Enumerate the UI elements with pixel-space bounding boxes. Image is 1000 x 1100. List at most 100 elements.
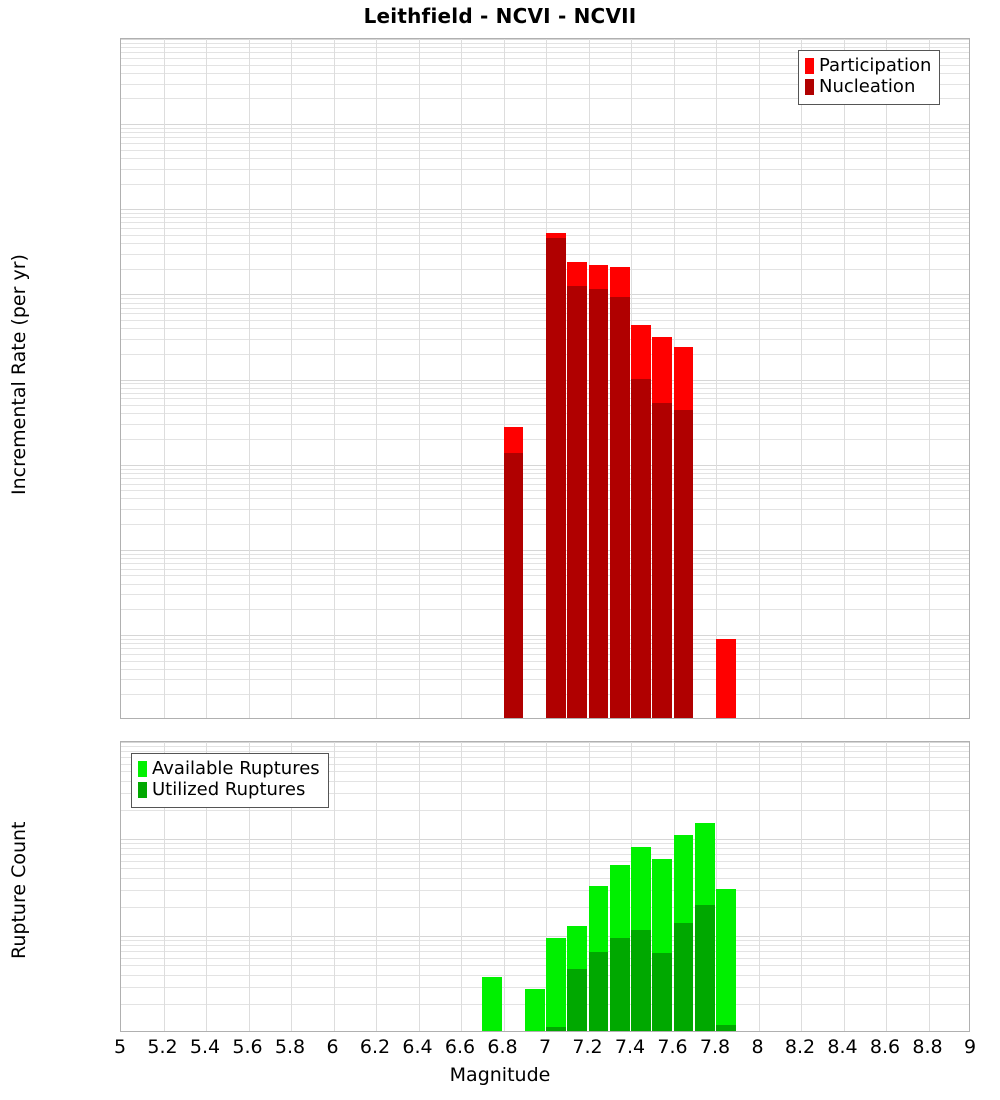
nucleation-bar	[631, 379, 651, 718]
gridline-minor	[121, 57, 969, 59]
gridline-minor	[121, 483, 969, 485]
gridline-minor	[121, 848, 969, 850]
gridline-vertical	[461, 742, 462, 1031]
top-gridlines	[121, 39, 969, 718]
gridline-vertical	[333, 39, 335, 718]
gridline-minor	[121, 72, 969, 74]
utilized-ruptures-bar	[546, 1026, 566, 1031]
gridline-minor	[121, 668, 969, 670]
gridline-minor	[121, 694, 969, 696]
figure-title: Leithfield - NCVI - NCVII	[363, 4, 637, 28]
x-tick-label: 5.4	[189, 1036, 221, 1058]
gridline-minor	[121, 854, 969, 856]
gridline-vertical	[546, 742, 547, 1031]
gridline-minor	[121, 313, 969, 315]
gridline-minor	[121, 405, 969, 407]
bar-group	[716, 39, 736, 718]
gridline-minor	[121, 353, 969, 355]
x-tick-label: 5.6	[232, 1036, 263, 1058]
legend-label: Utilized Ruptures	[152, 778, 306, 800]
gridline-minor	[121, 860, 969, 862]
gridline-minor	[121, 889, 969, 891]
gridline-vertical	[716, 39, 717, 718]
gridline-minor	[121, 562, 969, 564]
bar-group	[567, 742, 587, 1031]
gridline-vertical	[886, 742, 887, 1031]
available-ruptures-bar	[546, 938, 566, 1031]
bar-group	[694, 742, 715, 1031]
legend-label: Nucleation	[819, 75, 916, 97]
utilized-ruptures-bar	[609, 938, 630, 1031]
bar-group	[609, 39, 630, 718]
gridline-minor	[121, 213, 969, 215]
gridline-minor	[121, 243, 969, 245]
utilized-ruptures-bar	[631, 929, 651, 1031]
bar-group	[673, 742, 694, 1031]
utilized-ruptures-bar	[716, 1025, 736, 1031]
bar-group	[567, 39, 587, 718]
gridline-minor	[121, 945, 969, 947]
gridline-minor	[121, 498, 969, 500]
gridline-minor	[121, 809, 969, 811]
gridline-vertical	[843, 39, 845, 718]
bottom-legend-item: Available Ruptures	[138, 758, 320, 780]
gridline-vertical	[248, 742, 250, 1031]
gridline-vertical	[503, 742, 505, 1031]
gridline-vertical	[163, 39, 165, 718]
gridline-minor	[121, 338, 969, 340]
gridline-vertical	[333, 742, 335, 1031]
gridline-minor	[121, 47, 969, 49]
gridline-minor	[121, 149, 969, 151]
x-tick-label: 8.8	[912, 1036, 943, 1058]
available-ruptures-bar	[482, 977, 502, 1031]
gridline-minor	[121, 757, 969, 759]
legend-swatch-icon	[138, 761, 147, 778]
gridline-vertical	[163, 742, 165, 1031]
gridline-vertical	[503, 39, 505, 718]
x-tick-label: 5.2	[147, 1036, 178, 1058]
gridline-minor	[121, 780, 969, 782]
gridline-vertical	[418, 39, 420, 718]
incremental-rate-plot	[120, 38, 970, 719]
gridline-minor	[121, 843, 969, 845]
gridline-minor	[121, 143, 969, 144]
nucleation-bar	[673, 409, 694, 718]
x-tick-label: 7.2	[572, 1036, 603, 1058]
x-axis-title: Magnitude	[449, 1064, 551, 1086]
bottom-legend: Available Ruptures Utilized Ruptures	[131, 753, 329, 808]
gridline-minor	[121, 253, 969, 255]
gridline-vertical	[248, 39, 250, 718]
gridline-vertical	[376, 742, 377, 1031]
gridline-major	[121, 464, 969, 466]
utilized-ruptures-bar	[673, 922, 694, 1031]
utilized-ruptures-bar	[588, 952, 609, 1031]
gridline-major	[121, 124, 969, 126]
gridline-minor	[121, 974, 969, 976]
gridline-minor	[121, 986, 969, 988]
gridline-vertical	[758, 742, 760, 1031]
gridline-minor	[121, 951, 969, 953]
available-ruptures-bar	[524, 989, 545, 1031]
gridline-minor	[121, 398, 969, 400]
gridline-vertical	[843, 742, 845, 1031]
gridline-minor	[121, 64, 969, 66]
bar-group	[546, 39, 566, 718]
gridline-minor	[121, 228, 969, 230]
gridline-minor	[121, 660, 969, 662]
gridline-vertical	[206, 39, 207, 718]
gridline-minor	[121, 307, 969, 309]
gridline-minor	[121, 98, 969, 100]
gridline-minor	[121, 490, 969, 492]
x-tick-label: 6	[326, 1036, 339, 1058]
gridline-minor	[121, 468, 969, 470]
gridline-minor	[121, 583, 969, 585]
gridline-vertical	[461, 39, 462, 718]
gridline-major	[121, 742, 969, 743]
bar-group	[716, 742, 736, 1031]
gridline-minor	[121, 52, 969, 54]
x-tick-label: 7.6	[657, 1036, 688, 1058]
gridline-minor	[121, 643, 969, 645]
gridline-minor	[121, 553, 969, 555]
gridline-minor	[121, 751, 969, 753]
